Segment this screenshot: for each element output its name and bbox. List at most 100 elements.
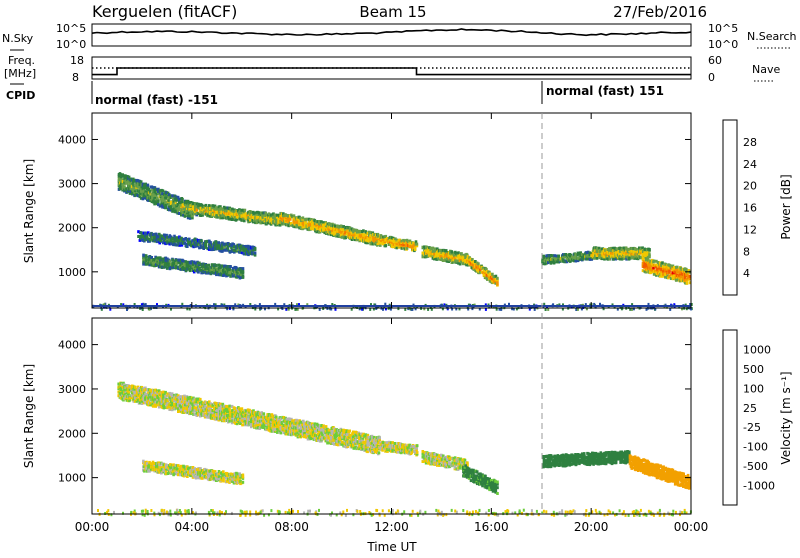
colorbar-tick-label: 16 — [743, 202, 757, 215]
colorbar-tick-label: 12 — [743, 223, 757, 236]
heatmap-cell — [164, 196, 167, 199]
heatmap-cell — [233, 245, 236, 248]
heatmap-cell — [648, 253, 651, 256]
heatmap-cell — [557, 255, 560, 258]
heatmap-cell — [220, 207, 223, 210]
power-colorbar-frame — [723, 120, 737, 295]
heatmap-cell — [197, 271, 200, 274]
power-ylabel: Slant Range [km] — [22, 159, 36, 263]
heatmap-cell — [686, 282, 689, 285]
freq-tick-bottom: 8 — [72, 71, 79, 84]
heatmap-cell — [145, 393, 148, 396]
heatmap-cell — [275, 416, 278, 419]
heatmap-cell — [228, 405, 231, 408]
nsearch-tick-top: 10^5 — [708, 22, 738, 35]
nsky-tick-bottom: 10^0 — [56, 38, 86, 51]
heatmap-cell — [242, 270, 245, 273]
colorbar-tick-label: 4 — [743, 267, 750, 280]
heatmap-cell — [228, 268, 231, 271]
heatmap-cell — [208, 264, 211, 267]
date-title: 27/Feb/2016 — [613, 3, 707, 21]
nsky-tick-top: 10^5 — [56, 22, 86, 35]
power-heatmap — [92, 172, 693, 311]
heatmap-cell — [676, 266, 679, 269]
nave-tick-top: 60 — [708, 54, 722, 67]
nsky-line — [92, 29, 691, 35]
nsearch-tick-bottom: 10^0 — [708, 38, 738, 51]
heatmap-cell — [656, 268, 659, 271]
frequency-line — [92, 68, 691, 75]
nsearch-label: N.Search — [747, 30, 797, 43]
cpid-segment-1: normal (fast) -151 — [95, 93, 218, 107]
heatmap-cell — [229, 265, 232, 268]
heatmap-cell — [215, 264, 218, 267]
nsky-panel — [92, 24, 691, 46]
heatmap-cell — [457, 251, 460, 254]
heatmap-cell — [489, 273, 492, 276]
heatmap-cell — [181, 198, 184, 201]
heatmap-cell — [200, 239, 203, 242]
freq-label-2: [MHz] — [4, 67, 36, 80]
heatmap-cell — [496, 277, 499, 280]
beam-title: Beam 15 — [359, 3, 426, 21]
heatmap-cell — [228, 420, 231, 423]
heatmap-cell — [169, 260, 172, 263]
heatmap-cell — [217, 241, 220, 244]
heatmap-cell — [164, 206, 167, 209]
heatmap-cell — [356, 230, 359, 233]
heatmap-cell — [596, 257, 599, 260]
y-tick-label: 4000 — [58, 133, 86, 146]
heatmap-cell — [242, 267, 245, 270]
cpid-segment-2: normal (fast) 151 — [546, 84, 664, 98]
heatmap-cell — [162, 189, 165, 192]
heatmap-cell — [385, 244, 388, 247]
heatmap-cell — [653, 273, 656, 276]
nave-label: Nave — [752, 63, 780, 76]
heatmap-cell — [598, 254, 601, 257]
y-tick-label: 1000 — [58, 266, 86, 279]
heatmap-cell — [199, 398, 202, 401]
heatmap-cell — [445, 249, 448, 252]
colorbar-tick-label: 24 — [743, 158, 757, 171]
heatmap-cell — [653, 260, 656, 263]
freq-tick-top: 18 — [70, 54, 84, 67]
heatmap-cell — [302, 216, 305, 219]
y-tick-label: 2000 — [58, 222, 86, 235]
nsky-label: N.Sky — [2, 32, 34, 45]
heatmap-cell — [149, 396, 152, 399]
power-colorbar-title: Power [dB] — [779, 174, 793, 239]
heatmap-cell — [616, 248, 619, 251]
freq-label-1: Freq. — [8, 54, 35, 67]
heatmap-cell — [149, 190, 152, 193]
y-tick-label: 3000 — [58, 178, 86, 191]
heatmap-cell — [254, 252, 257, 255]
velocity-heatmap — [97, 382, 692, 517]
nave-tick-bottom: 0 — [708, 71, 715, 84]
heatmap-cell — [147, 184, 150, 187]
heatmap-cell — [648, 248, 651, 251]
heatmap-cell — [228, 408, 231, 411]
heatmap-cell — [406, 247, 409, 250]
heatmap-cell — [263, 412, 266, 415]
heatmap-cell — [369, 231, 372, 234]
heatmap-cell — [244, 209, 247, 212]
heatmap-cell — [241, 407, 244, 410]
cpid-label: CPID — [6, 89, 35, 102]
heatmap-cell — [157, 200, 160, 203]
heatmap-cell — [289, 218, 292, 221]
heatmap-cell — [145, 254, 148, 257]
heatmap-cell — [162, 196, 165, 199]
heatmap-cell — [642, 257, 645, 260]
heatmap-cell — [152, 405, 155, 408]
heatmap-cell — [242, 275, 245, 278]
heatmap-cell — [416, 243, 419, 246]
colorbar-tick-label: 28 — [743, 136, 757, 149]
power-colorbar: 4 8 12 16 20 24 28 — [743, 136, 757, 280]
station-title: Kerguelen (fitACF) — [92, 2, 237, 21]
heatmap-cell — [205, 264, 208, 267]
heatmap-cell — [254, 247, 257, 250]
colorbar-tick-label: 8 — [743, 245, 750, 258]
heatmap-cell — [188, 238, 191, 241]
colorbar-tick-label: 20 — [743, 180, 757, 193]
